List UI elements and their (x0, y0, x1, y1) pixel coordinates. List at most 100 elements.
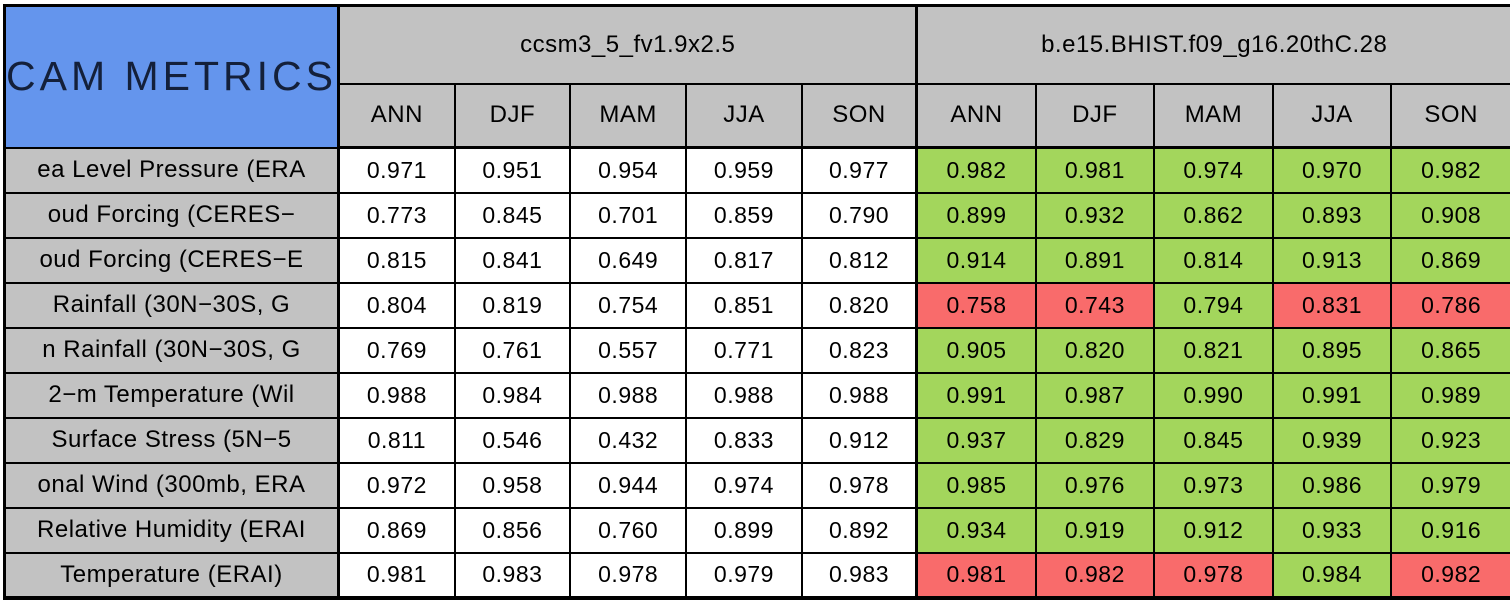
value-cell: 0.979 (1390, 461, 1510, 509)
value-cell: 0.984 (1271, 551, 1393, 599)
value-cell: 0.823 (800, 326, 918, 374)
value-cell: 0.971 (337, 146, 456, 194)
value-cell: 0.951 (453, 146, 572, 194)
value-cell: 0.899 (685, 506, 803, 554)
season-header: SON (800, 82, 918, 149)
row-label-text: Relative Humidity (ERAI (37, 516, 306, 543)
value-cell: 0.982 (1390, 551, 1510, 599)
value-cell: 0.845 (453, 191, 572, 239)
value-cell: 0.913 (1271, 236, 1393, 284)
value-cell: 0.988 (800, 371, 918, 419)
value-cell: 0.991 (1271, 371, 1393, 419)
row-label-text: oud Forcing (CERES− (47, 201, 296, 228)
value-cell: 0.985 (915, 461, 1037, 509)
table-row: ea Level Pressure (ERA 0.971 0.951 0.954 0.9… (3, 146, 1510, 194)
value-cell: 0.954 (569, 146, 688, 194)
value-cell: 0.892 (800, 506, 918, 554)
value-cell: 0.973 (1153, 461, 1274, 509)
value-cell: 0.959 (685, 146, 803, 194)
season-header: MAM (1153, 82, 1274, 149)
row-label-text: Rainfall (30N−30S, G (52, 291, 291, 318)
season-header: MAM (569, 82, 688, 149)
value-cell: 0.908 (1390, 191, 1510, 239)
value-cell: 0.914 (915, 236, 1037, 284)
value-cell: 0.978 (800, 461, 918, 509)
value-cell: 0.862 (1153, 191, 1274, 239)
value-cell: 0.916 (1390, 506, 1510, 554)
value-cell: 0.841 (453, 236, 572, 284)
row-label: Relative Humidity (ERAI (3, 506, 340, 554)
value-cell: 0.758 (915, 281, 1037, 329)
value-cell: 0.790 (800, 191, 918, 239)
value-cell: 0.958 (453, 461, 572, 509)
season-header: ANN (915, 82, 1037, 149)
value-cell: 0.987 (1034, 371, 1156, 419)
season-header: SON (1390, 82, 1510, 149)
value-cell: 0.981 (1034, 146, 1156, 194)
value-cell: 0.546 (453, 416, 572, 464)
value-cell: 0.944 (569, 461, 688, 509)
value-cell: 0.912 (800, 416, 918, 464)
value-cell: 0.891 (1034, 236, 1156, 284)
model-header-0: ccsm3_5_fv1.9x2.5 (337, 4, 918, 85)
value-cell: 0.743 (1034, 281, 1156, 329)
row-label-text: n Rainfall (30N−30S, G (42, 336, 301, 363)
value-cell: 0.649 (569, 236, 688, 284)
table-corner-title-cell: CAM METRICS (3, 4, 340, 149)
row-label: onal Wind (300mb, ERA (3, 461, 340, 509)
value-cell: 0.978 (569, 551, 688, 599)
row-label: Rainfall (30N−30S, G (3, 281, 340, 329)
value-cell: 0.819 (453, 281, 572, 329)
row-label: 2−m Temperature (Wil (3, 371, 340, 419)
value-cell: 0.811 (337, 416, 456, 464)
value-cell: 0.988 (569, 371, 688, 419)
value-cell: 0.815 (337, 236, 456, 284)
season-header: JJA (1271, 82, 1393, 149)
value-cell: 0.977 (800, 146, 918, 194)
value-cell: 0.820 (1034, 326, 1156, 374)
row-label-text: ea Level Pressure (ERA (37, 156, 306, 183)
value-cell: 0.988 (337, 371, 456, 419)
row-label-text: onal Wind (300mb, ERA (37, 471, 306, 498)
row-label-text: Surface Stress (5N−5 (51, 426, 292, 453)
value-cell: 0.983 (800, 551, 918, 599)
value-cell: 0.982 (1390, 146, 1510, 194)
row-label: oud Forcing (CERES−E (3, 236, 340, 284)
table-row: Relative Humidity (ERAI 0.869 0.856 0.760 0.… (3, 506, 1510, 554)
value-cell: 0.933 (1271, 506, 1393, 554)
value-cell: 0.773 (337, 191, 456, 239)
value-cell: 0.754 (569, 281, 688, 329)
value-cell: 0.760 (569, 506, 688, 554)
value-cell: 0.974 (1153, 146, 1274, 194)
table-row: 2−m Temperature (Wil 0.988 0.984 0.988 0.988… (3, 371, 1510, 419)
value-cell: 0.557 (569, 326, 688, 374)
table-row: oud Forcing (CERES− 0.773 0.845 0.701 0.859 0… (3, 191, 1510, 239)
row-label: Temperature (ERAI) (3, 551, 340, 599)
value-cell: 0.845 (1153, 416, 1274, 464)
value-cell: 0.932 (1034, 191, 1156, 239)
value-cell: 0.978 (1153, 551, 1274, 599)
value-cell: 0.984 (453, 371, 572, 419)
value-cell: 0.833 (685, 416, 803, 464)
value-cell: 0.982 (1034, 551, 1156, 599)
value-cell: 0.905 (915, 326, 1037, 374)
value-cell: 0.771 (685, 326, 803, 374)
value-cell: 0.934 (915, 506, 1037, 554)
value-cell: 0.970 (1271, 146, 1393, 194)
value-cell: 0.981 (337, 551, 456, 599)
value-cell: 0.859 (685, 191, 803, 239)
value-cell: 0.701 (569, 191, 688, 239)
metrics-table: CAM METRICS ccsm3_5_fv1.9x2.5 b.e15.BHIST.… (3, 4, 1510, 600)
value-cell: 0.856 (453, 506, 572, 554)
value-cell: 0.831 (1271, 281, 1393, 329)
value-cell: 0.895 (1271, 326, 1393, 374)
value-cell: 0.829 (1034, 416, 1156, 464)
value-cell: 0.794 (1153, 281, 1274, 329)
table-row: Surface Stress (5N−5 0.811 0.546 0.432 0.833… (3, 416, 1510, 464)
table-row: onal Wind (300mb, ERA 0.972 0.958 0.944 0.97… (3, 461, 1510, 509)
value-cell: 0.939 (1271, 416, 1393, 464)
model-header-1: b.e15.BHIST.f09_g16.20thC.28 (915, 4, 1510, 85)
page-title: CAM METRICS (6, 53, 337, 100)
value-cell: 0.869 (1390, 236, 1510, 284)
